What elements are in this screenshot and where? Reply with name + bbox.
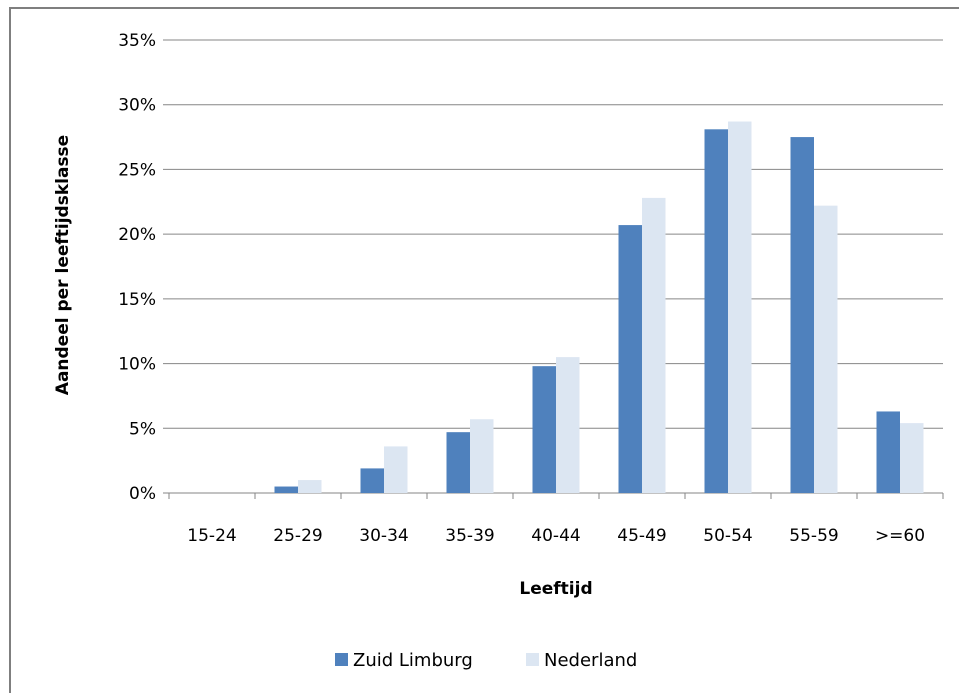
bars (274, 121, 924, 494)
bar-zuid-limburg (274, 486, 298, 493)
bar-nederland (298, 480, 322, 493)
y-tick-label: 35% (118, 31, 156, 51)
bar-zuid-limburg (876, 411, 900, 493)
x-tick-label: 40-44 (531, 526, 580, 546)
legend: Zuid Limburg Nederland (335, 650, 637, 671)
bar-nederland (384, 446, 408, 493)
legend-swatch (526, 653, 539, 666)
legend-label: Zuid Limburg (353, 650, 473, 671)
x-tick-label: 45-49 (617, 526, 666, 546)
y-tick-label: 10% (118, 355, 156, 375)
y-tick-label: 30% (118, 96, 156, 116)
y-axis-ticks: 0% 5% 10% 15% 20% 25% 30% 35% (118, 31, 156, 504)
bar-nederland (814, 205, 838, 493)
y-tick-label: 15% (118, 290, 156, 310)
x-tick-label: 30-34 (359, 526, 408, 546)
legend-label: Nederland (544, 650, 637, 671)
bar-nederland (642, 197, 666, 493)
bar-zuid-limburg (790, 137, 814, 494)
x-tick-label: 15-24 (187, 526, 236, 546)
bar-nederland (900, 423, 924, 493)
x-tick-label: >=60 (875, 526, 925, 546)
bar-zuid-limburg (532, 366, 556, 493)
bar-zuid-limburg (446, 432, 470, 493)
x-axis-title: Leeftijd (519, 579, 592, 599)
y-tick-label: 0% (129, 484, 156, 504)
x-tick-label: 35-39 (445, 526, 494, 546)
bar-nederland (556, 357, 580, 493)
y-axis-title: Aandeel per leeftijdsklasse (53, 135, 73, 395)
legend-swatch (335, 653, 348, 666)
bar-nederland (470, 419, 494, 493)
y-tick-label: 20% (118, 225, 156, 245)
bar-zuid-limburg (360, 468, 384, 493)
x-tick-label: 55-59 (789, 526, 838, 546)
x-tick-label: 25-29 (273, 526, 322, 546)
bar-nederland (728, 121, 752, 493)
bar-zuid-limburg (618, 225, 642, 493)
x-axis-ticks: 15-24 25-29 30-34 35-39 40-44 45-49 50-54 55-59… (168, 493, 944, 546)
y-tick-label: 25% (118, 160, 156, 180)
y-tick-label: 5% (129, 419, 156, 439)
x-tick-label: 50-54 (703, 526, 752, 546)
bar-zuid-limburg (704, 129, 728, 493)
